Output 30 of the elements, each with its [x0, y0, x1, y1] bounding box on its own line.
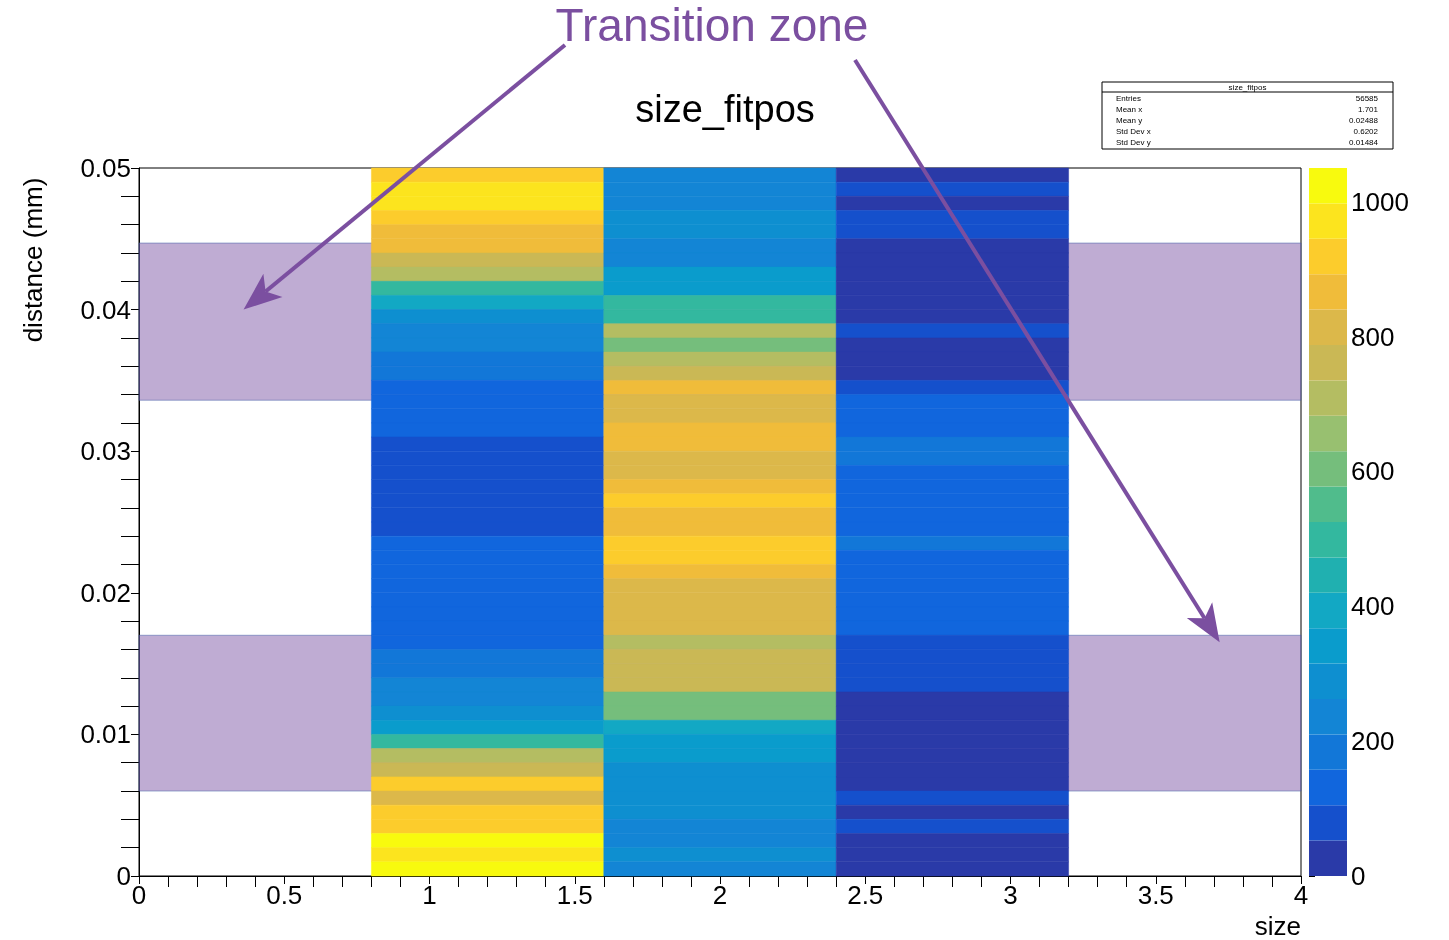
y-tick-label: 0.05	[80, 153, 131, 183]
color-bar-label: 0	[1351, 861, 1366, 891]
text: Transition zone	[555, 0, 869, 51]
color-bar-label: 800	[1351, 321, 1395, 352]
x-tick-label: 2.5	[847, 880, 884, 910]
x-tick-label: 3.5	[1137, 880, 1174, 910]
color-bar-label: 400	[1351, 591, 1395, 622]
y-tick-label: 0.03	[80, 436, 131, 467]
x-tick-label: 4	[1293, 880, 1309, 910]
text: Std Dev x 0.6202	[1116, 126, 1378, 136]
x-tick-label: 1.5	[556, 880, 593, 910]
x-tick-label: 1	[422, 880, 437, 910]
text: Mean x 1.701	[1116, 104, 1378, 114]
y-tick-label: 0.02	[80, 577, 131, 608]
text: Entries 56585	[1116, 93, 1378, 103]
x-axis-title: size	[1254, 911, 1301, 940]
x-tick-label: 2	[712, 880, 728, 910]
y-tick-label: 0.04	[80, 294, 131, 325]
text: Mean y 0.02488	[1116, 115, 1378, 125]
chart-title: size_fitpos	[635, 88, 815, 130]
x-tick-label: 0.5	[266, 880, 303, 910]
y-tick-label: 0	[116, 861, 131, 891]
text: size_fitpos	[1228, 82, 1267, 92]
y-tick-label: 0.01	[80, 719, 131, 750]
color-bar-label: 200	[1351, 726, 1395, 757]
x-tick-label: 3	[1003, 880, 1018, 910]
color-bar-label: 1000	[1351, 186, 1409, 217]
text: Std Dev y 0.01484	[1116, 137, 1378, 147]
y-axis-title: distance (mm)	[18, 177, 48, 343]
color-bar-label: 600	[1351, 456, 1395, 487]
